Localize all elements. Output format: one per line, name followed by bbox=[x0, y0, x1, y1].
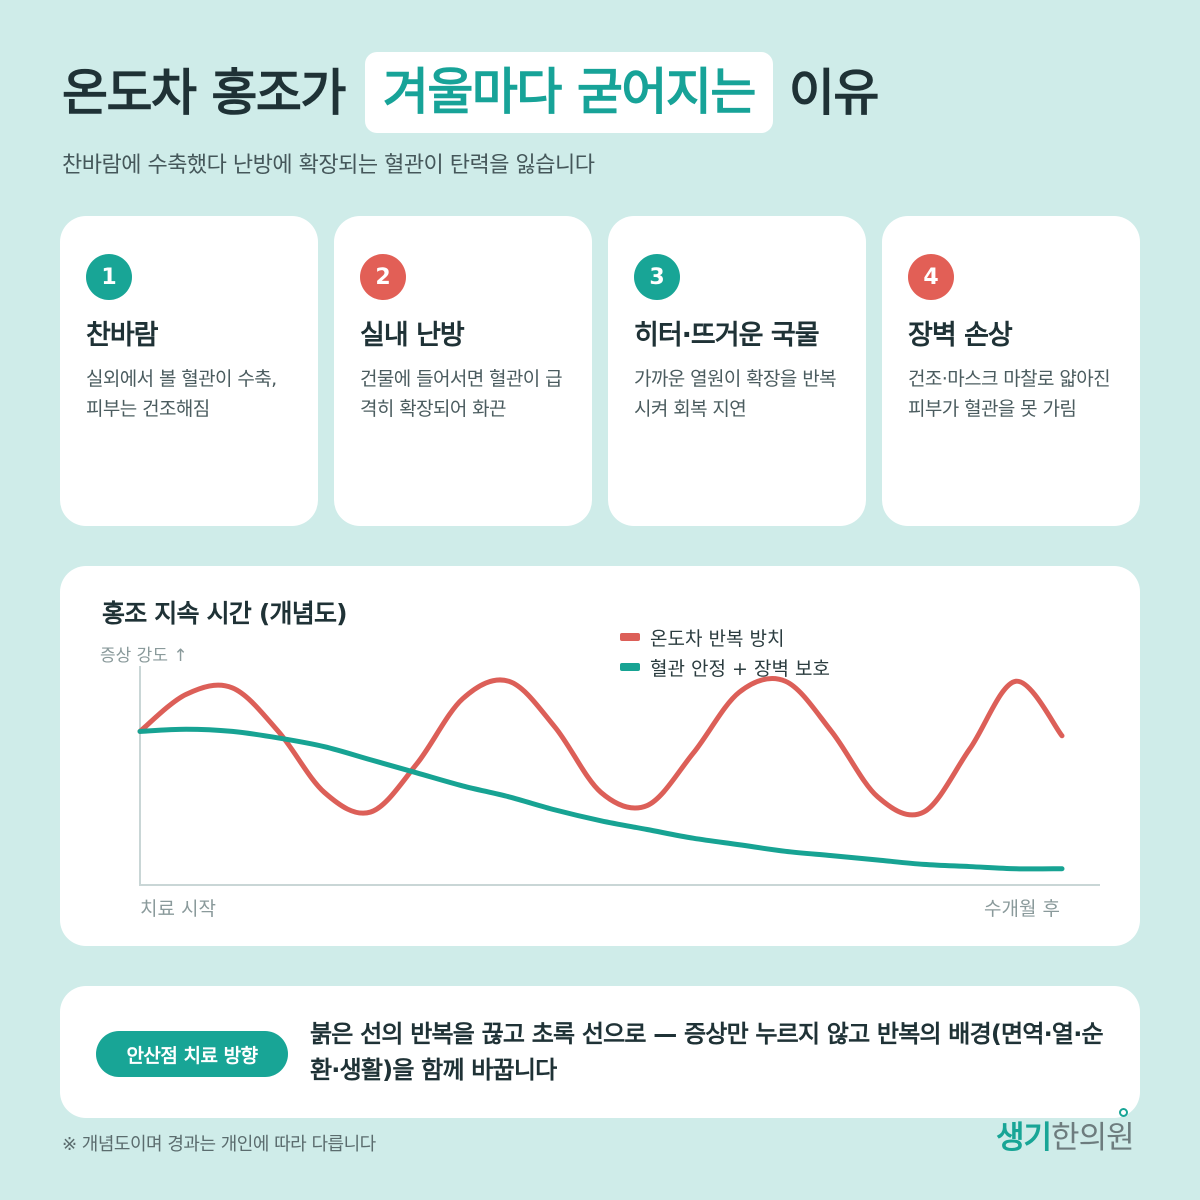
card-description: 건물에 들어서면 혈관이 급격히 확장되어 화끈 bbox=[360, 368, 563, 420]
legend-swatch-series-1 bbox=[620, 633, 640, 641]
chart-title: 홍조 지속 시간 (개념도) bbox=[102, 599, 348, 628]
cause-card-indoor-heating: 2 실내 난방 건물에 들어서면 혈관이 급격히 확장되어 화끈 bbox=[334, 216, 592, 526]
title-after: 이유 bbox=[788, 63, 880, 122]
treatment-direction-badge: 안산점 치료 방향 bbox=[96, 1031, 288, 1077]
treatment-direction-text: 붉은 선의 반복을 끊고 초록 선으로 — 증상만 누르지 않고 반복의 배경(… bbox=[310, 1020, 1104, 1084]
card-title: 실내 난방 bbox=[360, 320, 465, 351]
footnote: ※ 개념도이며 경과는 개인에 따라 다릅니다 bbox=[62, 1134, 376, 1155]
card-title: 장벽 손상 bbox=[908, 320, 1013, 351]
legend-label-series-1: 온도차 반복 방치 bbox=[650, 628, 784, 650]
page-subtitle: 찬바람에 수축했다 난방에 확장되는 혈관이 탄력을 잃습니다 bbox=[62, 153, 595, 178]
card-description: 건조·마스크 마찰로 얇아진 피부가 혈관을 못 가림 bbox=[908, 368, 1111, 420]
header: 온도차 홍조가 겨울마다 굳어지는 이유 찬바람에 수축했다 난방에 확장되는 … bbox=[62, 52, 1160, 179]
title-highlight: 겨울마다 굳어지는 bbox=[364, 52, 773, 133]
x-axis-end-label: 수개월 후 bbox=[984, 898, 1060, 920]
chart-legend: 온도차 반복 방치 혈관 안정 + 장벽 보호 bbox=[620, 628, 830, 680]
treatment-direction-card: 안산점 치료 방향 붉은 선의 반복을 끊고 초록 선으로 — 증상만 누르지 … bbox=[60, 986, 1140, 1118]
card-description: 가까운 열원이 확장을 반복시켜 회복 지연 bbox=[634, 368, 837, 420]
cause-card-barrier-damage: 4 장벽 손상 건조·마스크 마찰로 얇아진 피부가 혈관을 못 가림 bbox=[882, 216, 1140, 526]
page-title: 온도차 홍조가 겨울마다 굳어지는 이유 bbox=[62, 52, 1160, 133]
card-title: 찬바람 bbox=[86, 320, 159, 351]
cause-card-heater-hot-soup: 3 히터·뜨거운 국물 가까운 열원이 확장을 반복시켜 회복 지연 bbox=[608, 216, 866, 526]
number-badge: 2 bbox=[360, 254, 406, 300]
x-axis-start-label: 치료 시작 bbox=[140, 898, 216, 920]
series-line-1 bbox=[137, 676, 1065, 818]
legend-swatch-series-2 bbox=[620, 663, 640, 671]
cause-card-cold-wind: 1 찬바람 실외에서 볼 혈관이 수축, 피부는 건조해짐 bbox=[60, 216, 318, 526]
series-line-2 bbox=[137, 726, 1065, 872]
logo-dot-icon bbox=[1119, 1108, 1128, 1117]
line-chart: 증상 강도 ↑ 치료 시작 수개월 후 온도차 반복 방치 혈관 안정 + 장벽… bbox=[100, 628, 1100, 920]
card-description: 실외에서 볼 혈관이 수축, 피부는 건조해짐 bbox=[86, 368, 277, 420]
card-title: 히터·뜨거운 국물 bbox=[634, 320, 820, 351]
number-badge: 4 bbox=[908, 254, 954, 300]
logo-text-secondary: 한의원 bbox=[1051, 1120, 1135, 1156]
clinic-logo: 생기한의원 bbox=[996, 1108, 1136, 1156]
title-before: 온도차 홍조가 bbox=[62, 63, 346, 122]
cause-cards: 1 찬바람 실외에서 볼 혈관이 수축, 피부는 건조해짐 2 실내 난방 건물… bbox=[60, 216, 1140, 526]
y-axis-label: 증상 강도 ↑ bbox=[100, 646, 188, 666]
legend-label-series-2: 혈관 안정 + 장벽 보호 bbox=[650, 658, 830, 680]
chart-card: 홍조 지속 시간 (개념도) 증상 강도 ↑ 치료 시작 수개월 후 온도차 반… bbox=[60, 566, 1140, 946]
number-badge: 1 bbox=[86, 254, 132, 300]
number-badge: 3 bbox=[634, 254, 680, 300]
logo-text-primary: 생기 bbox=[996, 1120, 1052, 1156]
